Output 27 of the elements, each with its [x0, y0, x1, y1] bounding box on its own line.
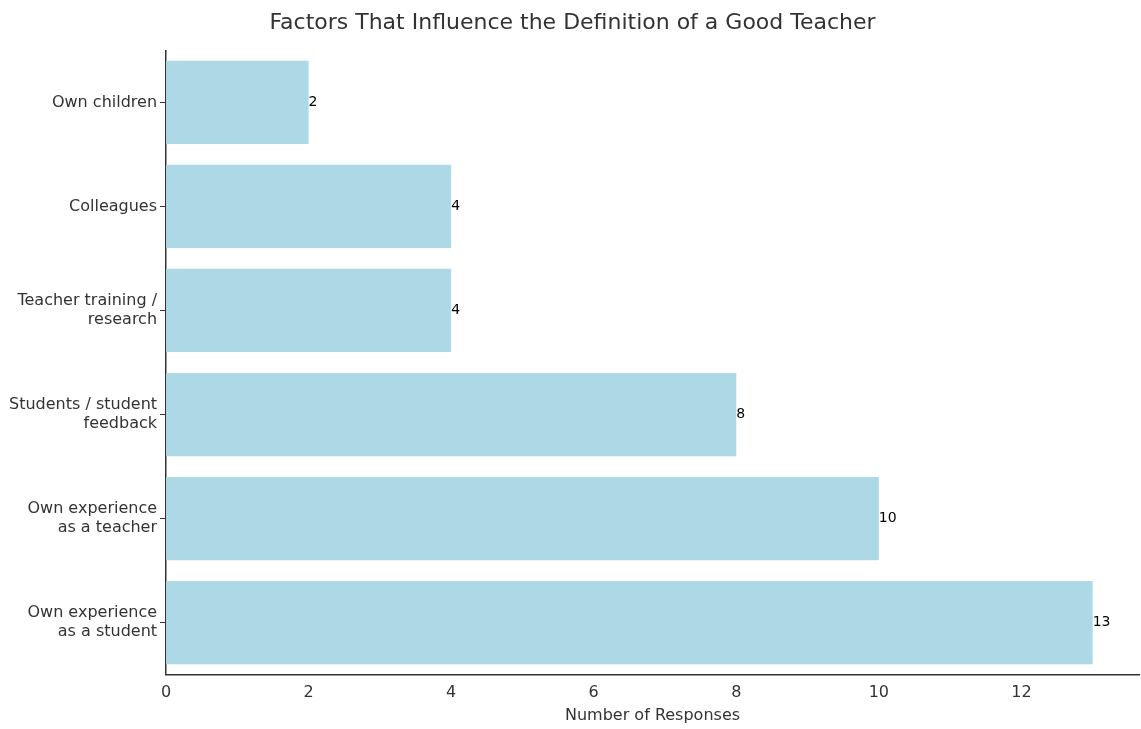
data-label: 4	[451, 301, 461, 318]
y-tick-label: Teacher training / research	[16, 290, 158, 329]
bar	[166, 372, 737, 457]
data-label: 13	[1092, 613, 1111, 630]
y-tick-label: Own experience as a teacher	[27, 498, 158, 537]
data-label: 2	[308, 93, 318, 110]
x-tick-label: 12	[1011, 682, 1032, 702]
y-tick-label: Own experience as a student	[27, 602, 158, 641]
bar	[166, 164, 452, 249]
bar	[166, 580, 1093, 665]
y-tick-label: Students / student feedback	[9, 394, 158, 433]
y-tick-label: Own children	[51, 91, 158, 111]
y-tick-label: Colleagues	[69, 195, 158, 215]
data-label: 10	[878, 509, 897, 526]
bar	[166, 60, 309, 145]
data-label: 4	[451, 197, 461, 214]
x-tick-label: 4	[446, 682, 457, 702]
x-tick-label: 10	[868, 682, 890, 702]
x-tick-label: 6	[588, 682, 599, 702]
bar	[166, 476, 879, 561]
bar	[166, 268, 452, 353]
x-axis-title: Number of Responses	[565, 704, 741, 724]
data-label: 8	[736, 405, 746, 422]
chart-title: Factors That Influence the Definition of a Good Teacher	[269, 8, 877, 34]
x-tick-label: 2	[303, 682, 314, 702]
x-tick-label: 8	[731, 682, 742, 702]
x-tick-label: 0	[160, 682, 172, 702]
